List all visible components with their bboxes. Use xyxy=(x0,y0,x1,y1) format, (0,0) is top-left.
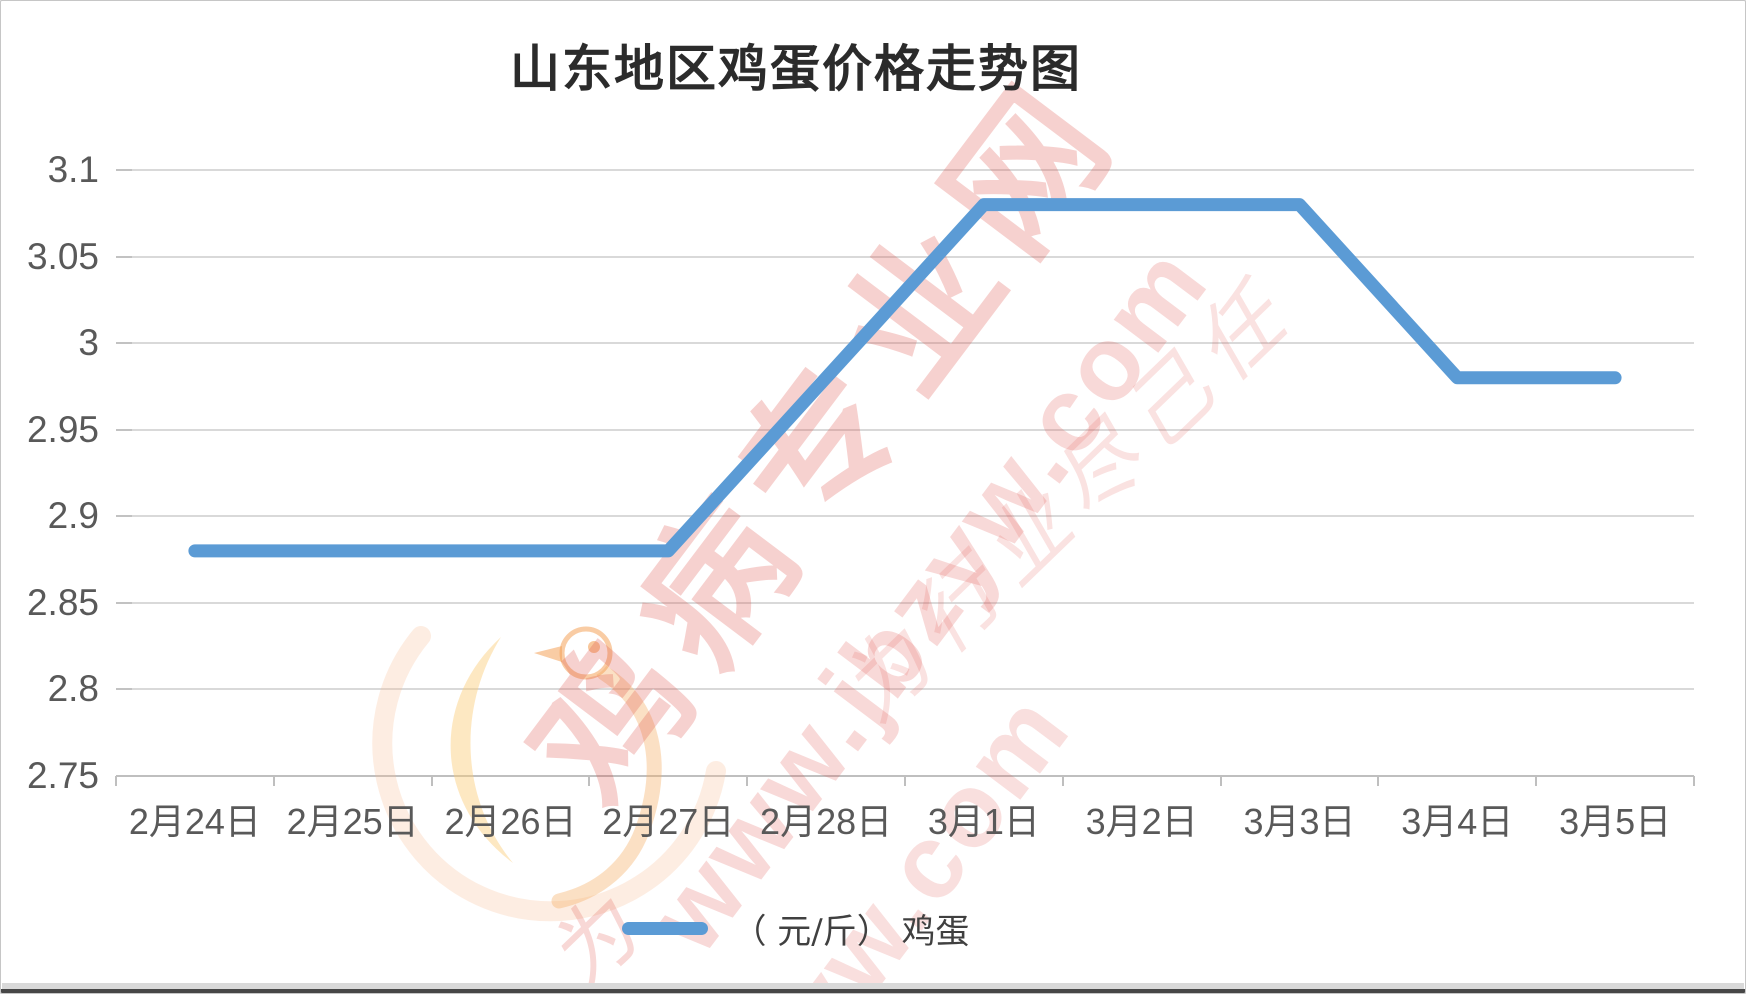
x-axis-tick xyxy=(588,776,591,786)
bottom-strip-dark xyxy=(1,989,1745,993)
y-axis-label: 3.05 xyxy=(26,235,99,277)
y-axis-tick xyxy=(116,169,132,171)
watermark-url-text: www.jbzyw.com xyxy=(626,224,1231,974)
y-gridline xyxy=(116,428,1694,431)
y-gridline xyxy=(116,169,1694,171)
legend: （ 元/斤） 鸡蛋 xyxy=(1,904,1591,953)
x-axis-label: 2月25日 xyxy=(286,801,419,842)
x-axis-label: 3月3日 xyxy=(1243,801,1356,842)
x-axis-tick xyxy=(430,776,433,786)
y-gridline xyxy=(116,255,1694,258)
bottom-strip-light xyxy=(2,983,1744,989)
x-axis-label: 2月28日 xyxy=(760,801,893,842)
y-gridline xyxy=(116,601,1694,604)
bird-beak xyxy=(534,646,562,662)
x-axis-label: 3月1日 xyxy=(927,801,1040,842)
bird-head xyxy=(559,626,613,680)
x-axis-tick xyxy=(115,776,117,786)
x-axis-label: 2月26日 xyxy=(444,801,577,842)
x-axis-label: 3月4日 xyxy=(1401,801,1514,842)
legend-line-swatch xyxy=(622,922,709,935)
y-gridline xyxy=(116,515,1694,518)
x-axis-tick xyxy=(1535,776,1538,786)
y-axis-label: 3 xyxy=(78,322,99,364)
x-axis-tick xyxy=(746,776,749,786)
y-axis-label: 2.9 xyxy=(47,495,99,537)
y-axis-label: 2.8 xyxy=(47,668,99,710)
legend-series-label: （ 元/斤） 鸡蛋 xyxy=(732,912,970,952)
x-axis-label: 3月2日 xyxy=(1085,801,1198,842)
x-axis-label: 3月5日 xyxy=(1559,801,1672,842)
x-axis-tick xyxy=(1219,776,1222,786)
y-gridline xyxy=(116,688,1694,691)
y-axis-tick xyxy=(116,601,132,604)
x-axis-tick xyxy=(1377,776,1380,786)
bird-eye xyxy=(588,641,600,653)
y-axis-label: 3.1 xyxy=(47,149,99,190)
y-axis-tick xyxy=(116,688,132,691)
x-axis-tick xyxy=(1061,776,1064,786)
y-axis-label: 2.95 xyxy=(26,408,99,450)
y-gridline xyxy=(116,342,1694,345)
y-axis-label: 2.85 xyxy=(26,581,99,623)
y-axis-tick xyxy=(116,255,132,258)
watermark-brand-text: 鸡病专业网 xyxy=(496,42,1156,835)
x-axis-label: 2月24日 xyxy=(128,801,261,842)
bird-swoosh xyxy=(372,626,726,922)
bird-neck xyxy=(551,665,662,909)
x-axis-label: 2月27日 xyxy=(602,801,735,842)
y-axis-label: 2.75 xyxy=(26,755,99,796)
x-axis-tick xyxy=(904,776,906,786)
y-axis-tick xyxy=(116,515,132,518)
y-axis-tick xyxy=(116,342,132,345)
watermark-slogan-text: 为行业尽己任 xyxy=(821,261,1314,741)
x-axis-tick xyxy=(1693,776,1695,786)
x-axis-tick xyxy=(272,776,275,786)
y-axis-tick xyxy=(116,428,132,431)
chart-title: 山东地区鸡蛋价格走势图 xyxy=(510,39,1082,98)
